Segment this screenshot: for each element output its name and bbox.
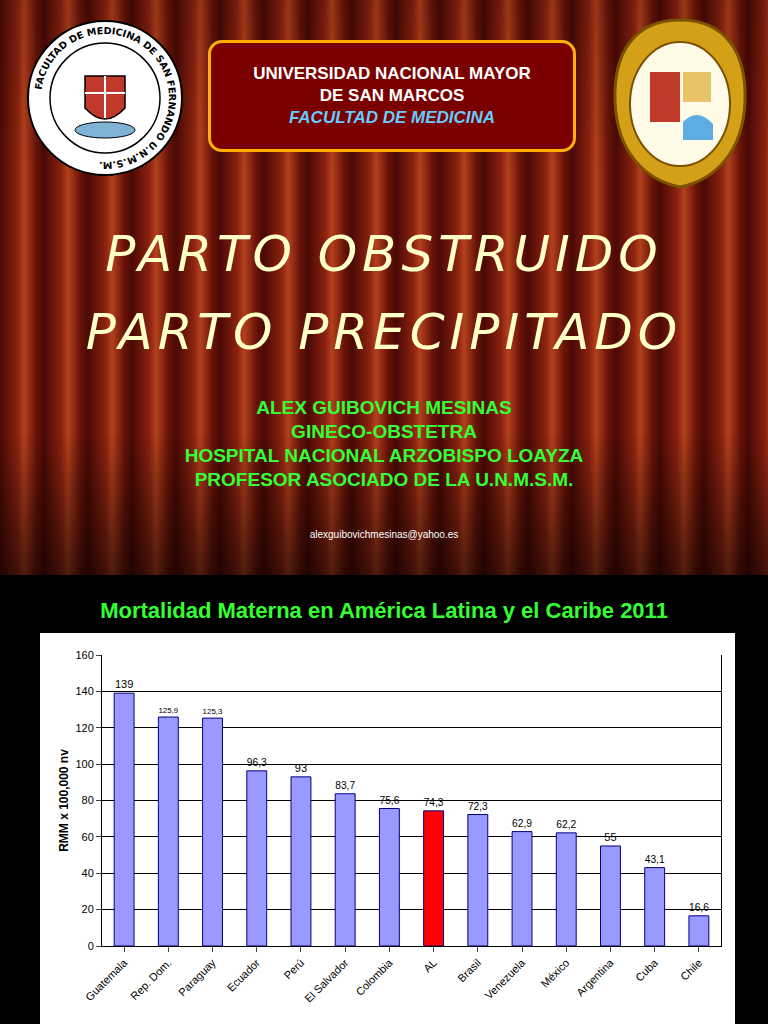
html-text:HOSPITAL NACIONAL ARZOBISPO LO: HOSPITAL NACIONAL ARZOBISPO LOAYZA xyxy=(184,445,584,466)
svg-text:96,3: 96,3 xyxy=(247,757,267,768)
svg-text:80: 80 xyxy=(82,794,94,806)
html-text:Mortalidad Materna en América: Mortalidad Materna en América Latina y e… xyxy=(100,598,668,623)
svg-text:139: 139 xyxy=(115,678,133,690)
svg-text:Argentina: Argentina xyxy=(574,956,616,998)
svg-text:16,6: 16,6 xyxy=(689,902,709,913)
svg-text:40: 40 xyxy=(82,867,94,879)
html-text:GINECO-OBSTETRA: GINECO-OBSTETRA xyxy=(291,421,477,442)
html-text:PROFESOR ASOCIADO DE LA U.N.M.: PROFESOR ASOCIADO DE LA U.N.M.S.M. xyxy=(194,469,574,490)
svg-text:México: México xyxy=(538,957,571,990)
svg-text:120: 120 xyxy=(75,722,93,734)
svg-text:75,6: 75,6 xyxy=(379,795,399,806)
svg-text:125,9: 125,9 xyxy=(158,706,178,715)
svg-text:43,1: 43,1 xyxy=(645,854,665,865)
svg-text:140: 140 xyxy=(75,685,93,697)
svg-text:83,7: 83,7 xyxy=(335,780,355,791)
svg-text:FACULTAD DE MEDICINA DE SAN FE: FACULTAD DE MEDICINA DE SAN FERNANDO U.N… xyxy=(33,25,178,171)
svg-text:Cuba: Cuba xyxy=(633,956,661,984)
html-text:DE SAN MARCOS: DE SAN MARCOS xyxy=(319,86,465,105)
svg-text:El Salvador: El Salvador xyxy=(302,956,350,1004)
svg-text:72,3: 72,3 xyxy=(468,801,488,812)
svg-text:60: 60 xyxy=(82,831,94,843)
svg-text:Ecuador: Ecuador xyxy=(225,956,263,994)
svg-text:0: 0 xyxy=(88,940,94,952)
svg-text:160: 160 xyxy=(75,649,93,661)
svg-text:20: 20 xyxy=(82,903,94,915)
svg-text:Chile: Chile xyxy=(678,957,704,983)
html-text:ALEX GUIBOVICH MESINAS: ALEX GUIBOVICH MESINAS xyxy=(256,397,512,418)
svg-text:Rep. Dom.: Rep. Dom. xyxy=(128,957,174,1003)
svg-text:93: 93 xyxy=(295,762,307,774)
html-text:alexguibovichmesinas@yahoo.es: alexguibovichmesinas@yahoo.es xyxy=(309,529,459,540)
svg-text:Perú: Perú xyxy=(281,957,306,982)
svg-text:AL: AL xyxy=(421,957,439,975)
svg-text:Brasil: Brasil xyxy=(455,957,483,985)
svg-text:55: 55 xyxy=(604,831,616,843)
html-text:FACULTAD DE MEDICINA: FACULTAD DE MEDICINA xyxy=(288,108,496,127)
svg-text:RMM x 100,000 nv: RMM x 100,000 nv xyxy=(57,749,71,852)
svg-text:Colombia: Colombia xyxy=(353,956,395,998)
html-text:PARTO PRECIPITADO: PARTO PRECIPITADO xyxy=(85,303,683,361)
svg-text:62,2: 62,2 xyxy=(556,819,576,830)
svg-text:62,9: 62,9 xyxy=(512,818,532,829)
svg-text:Guatemala: Guatemala xyxy=(83,956,130,1003)
svg-text:Venezuela: Venezuela xyxy=(483,956,528,1001)
svg-text:125,3: 125,3 xyxy=(203,707,223,716)
html-text:UNIVERSIDAD NACIONAL MAYOR: UNIVERSIDAD NACIONAL MAYOR xyxy=(253,64,531,83)
svg-text:Paraguay: Paraguay xyxy=(176,956,218,998)
svg-text:100: 100 xyxy=(75,758,93,770)
svg-text:74,3: 74,3 xyxy=(424,797,444,808)
html-text:PARTO OBSTRUIDO: PARTO OBSTRUIDO xyxy=(105,225,663,283)
